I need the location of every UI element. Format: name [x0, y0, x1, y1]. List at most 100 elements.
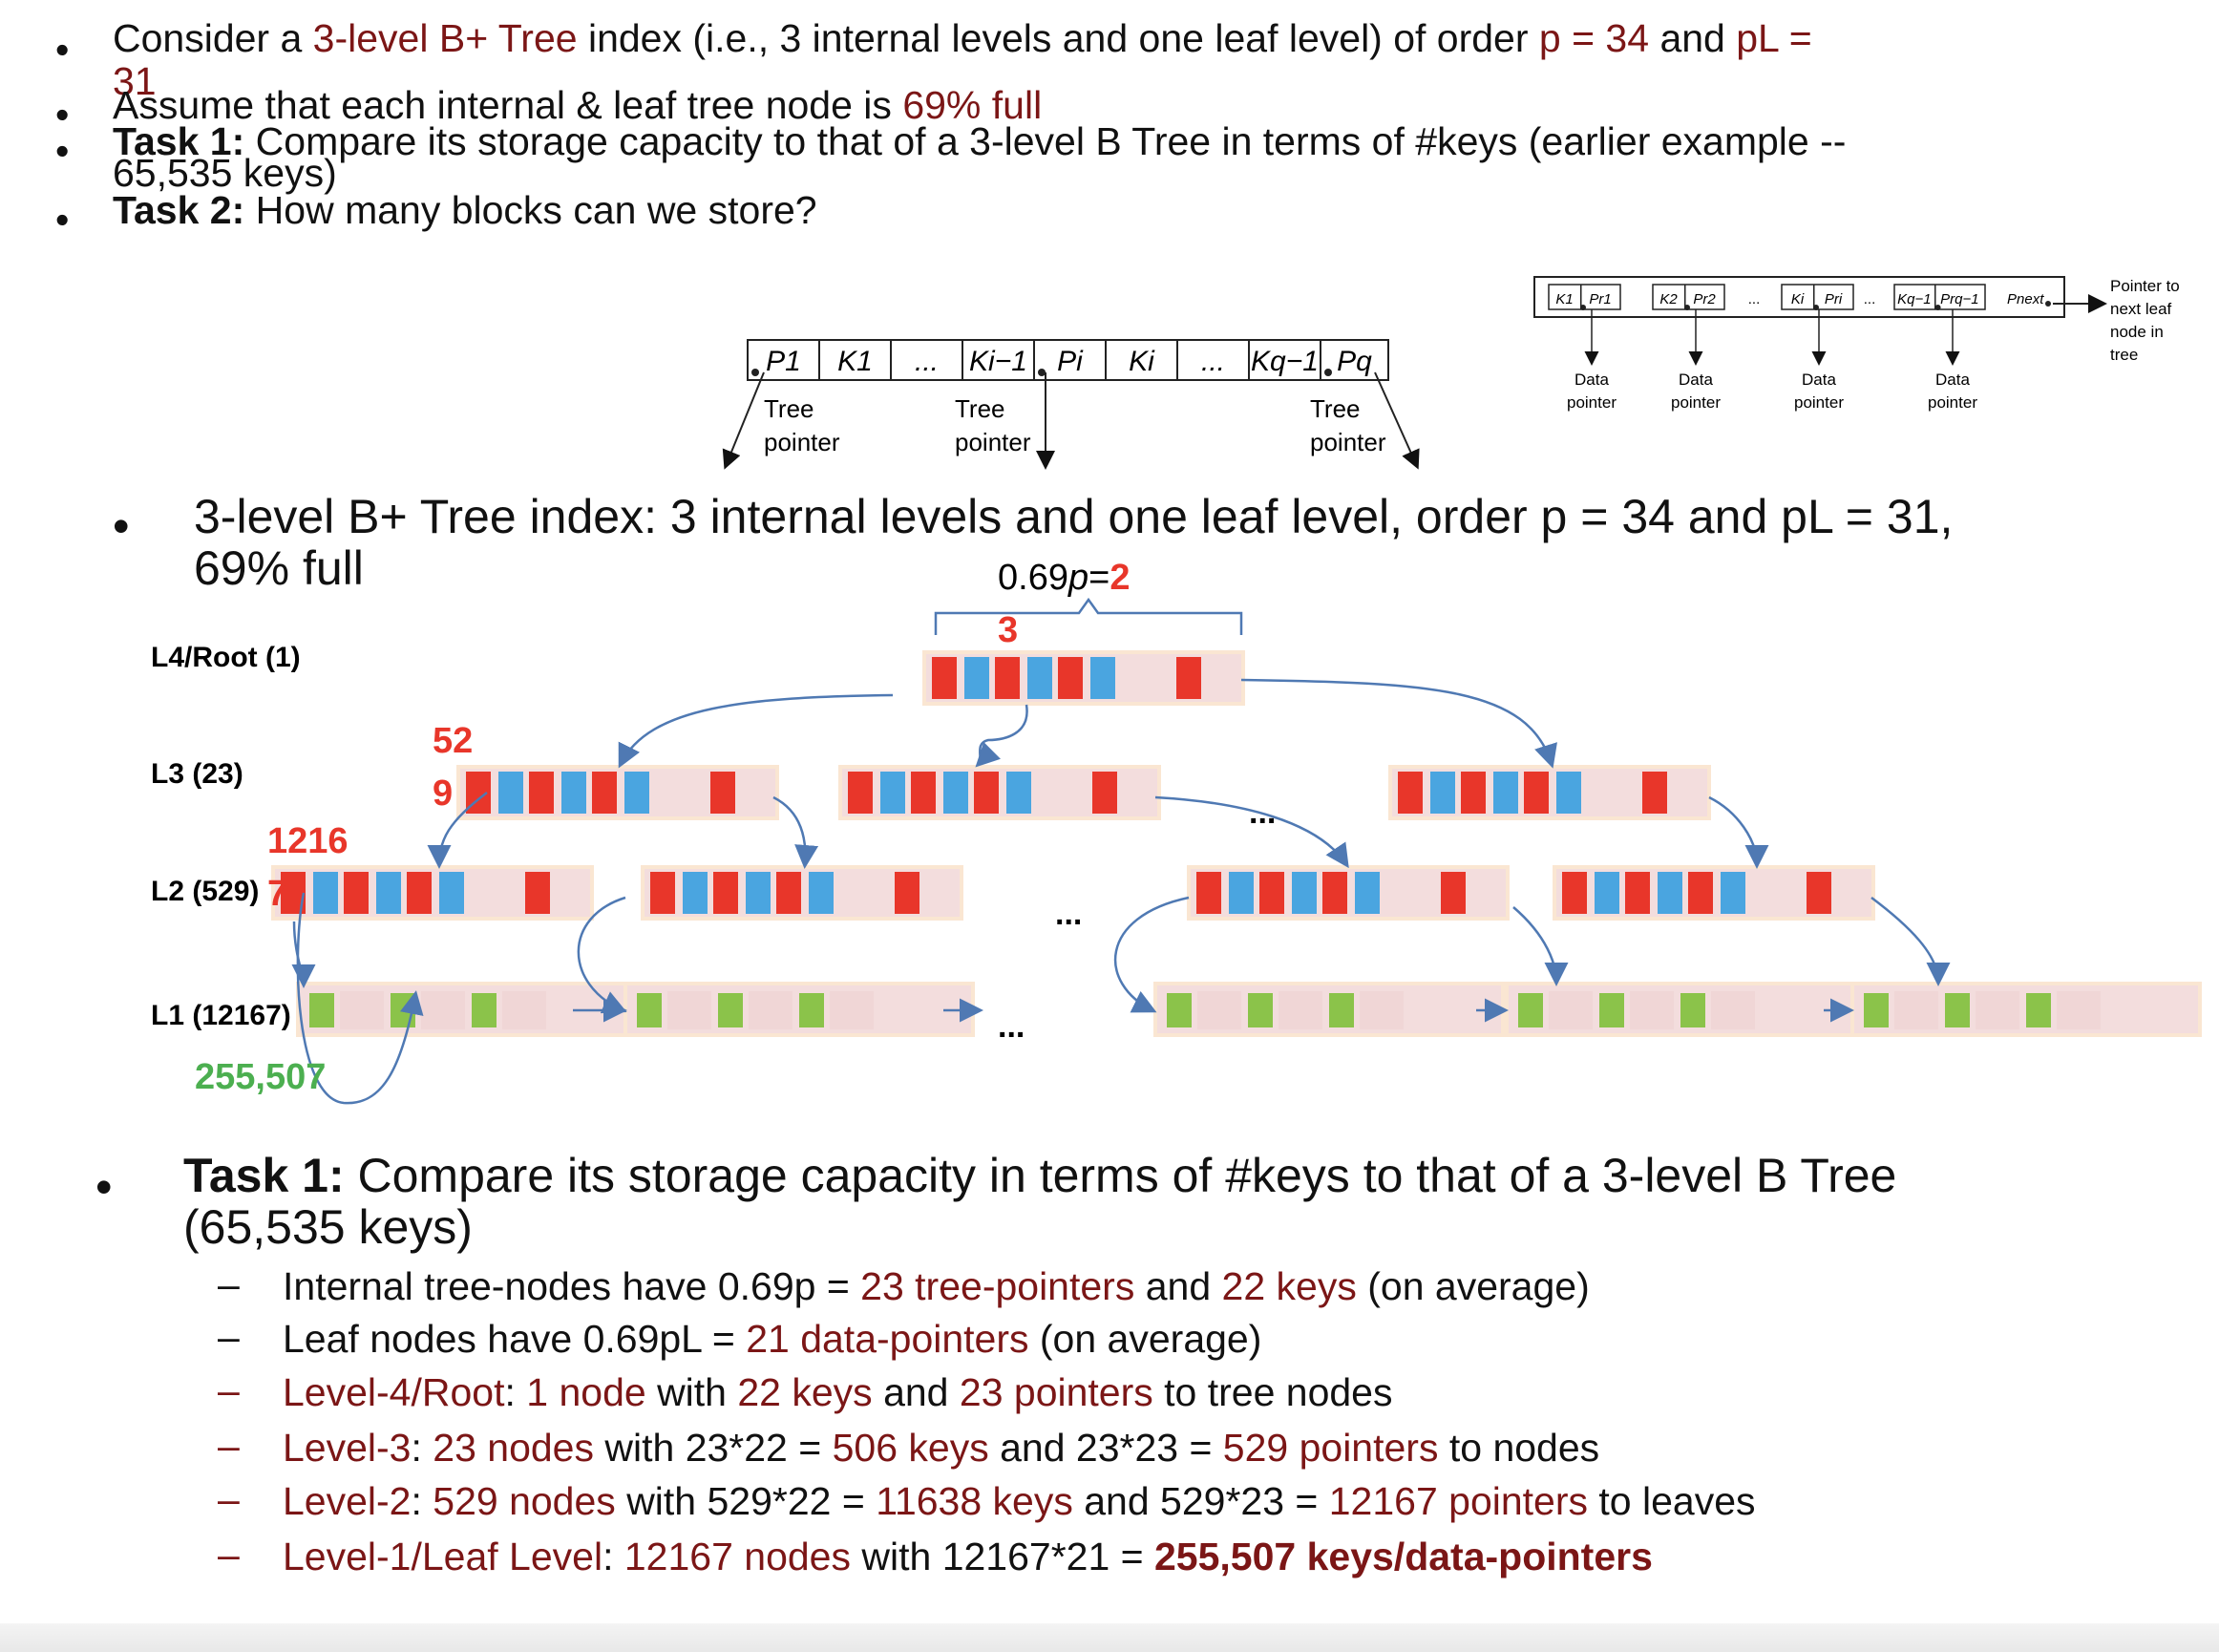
node-cell-4: Pi: [1057, 346, 1084, 377]
count-l2-wrap: 7: [267, 874, 287, 914]
internal-node: [271, 865, 594, 921]
intro-line-4: Task 2: How many blocks can we store?: [113, 189, 817, 232]
leaf-node: [623, 982, 975, 1037]
text-run: 11638 keys: [876, 1479, 1073, 1523]
pointer-label: pointer: [1310, 428, 1386, 456]
key-slot: [344, 872, 369, 914]
node-structure-figures: P1 K1... Ki−1 Pi Ki... Kq−1 Pq Tree pointer Tr…: [722, 276, 2180, 470]
intro-line-3: Task 1: Compare its storage capacity to …: [113, 120, 2213, 195]
pointer-label: pointer: [1794, 393, 1844, 412]
data-label: Data: [1935, 371, 1970, 389]
key-slot: [1398, 772, 1423, 814]
bullet: •: [113, 499, 130, 553]
pointer-slot: [1027, 657, 1052, 699]
key-slot: [1058, 657, 1083, 699]
node-cell-7: Kq−1: [1251, 346, 1319, 377]
task1-title-rest: Compare its storage capacity in terms of…: [344, 1149, 1897, 1202]
task1-heading: Task 1: Compare its storage capacity in …: [183, 1150, 1896, 1253]
key-slot: [1176, 657, 1201, 699]
ellipsis: ...: [1055, 896, 1082, 932]
intro-line-2: Assume that each internal & leaf tree no…: [113, 84, 1042, 127]
key-slot: [1322, 872, 1347, 914]
text-run: 65,535 keys): [113, 151, 337, 195]
key-slot: [995, 657, 1020, 699]
data-pointer-slot: [1329, 993, 1354, 1027]
node-cell-1: K1: [837, 346, 873, 377]
dash: –: [218, 1424, 240, 1468]
key-slot: [848, 772, 873, 814]
text-run: :: [504, 1370, 527, 1414]
key-slot: [1196, 872, 1221, 914]
text-run: 31: [113, 59, 157, 103]
pointer-slot: [809, 872, 834, 914]
pointer-slot: [943, 772, 968, 814]
pointer-slot: [439, 872, 464, 914]
key-slot: [932, 657, 957, 699]
leaf-pnext-cell: Pnext: [2007, 291, 2044, 307]
data-label: Data: [1802, 371, 1836, 389]
text-run: Compare its storage capacity to that of …: [244, 119, 1847, 163]
key-slot: [1461, 772, 1486, 814]
key-slot: [1642, 772, 1667, 814]
data-pointer-slot: [2026, 993, 2051, 1027]
tree-arrow: [975, 704, 1028, 768]
text-run: Level-3: [283, 1426, 412, 1470]
internal-node: [1187, 865, 1510, 921]
text-run: 23 nodes: [433, 1426, 594, 1470]
brace: [934, 597, 1243, 635]
pointer-label: pointer: [764, 428, 840, 456]
tree-arrow: [1113, 896, 1190, 1013]
key-slot: [1441, 872, 1466, 914]
node-cell-0: P1: [766, 346, 801, 377]
intro-line-2a: Assume that each internal & leaf tree no…: [113, 84, 1042, 127]
data-pointer-slot: [718, 993, 743, 1027]
pointer-slot: [880, 772, 905, 814]
text-run: and 529*23 =: [1072, 1479, 1329, 1523]
internal-node: [838, 765, 1161, 820]
heading-2: 3-level B+ Tree index: 3 internal levels…: [194, 491, 1953, 594]
tree-arrow: [1154, 795, 1349, 869]
leaf-node: [1505, 982, 1856, 1037]
key-slot: [713, 872, 738, 914]
leaf-ptr-cell: Pri: [1825, 291, 1843, 307]
ellipsis: ...: [1249, 794, 1276, 831]
text-run: 23 pointers: [959, 1370, 1153, 1414]
task1-item-1: Internal tree-nodes have 0.69p = 23 tree…: [283, 1265, 1590, 1308]
intro-line-3a: Task 1: Compare its storage capacity to …: [113, 120, 2213, 163]
next-leaf-label: next leaf: [2110, 300, 2172, 318]
pointer-slot: [1595, 872, 1619, 914]
text-run: 22 keys: [1221, 1264, 1357, 1308]
leaf-key-cell: Ki: [1791, 291, 1805, 307]
count-l1: 255,507: [195, 1057, 326, 1097]
pointer-slot: [1292, 872, 1317, 914]
data-pointer-slot: [472, 993, 497, 1027]
data-pointer-slot: [1167, 993, 1192, 1027]
text-run: 12167 pointers: [1328, 1479, 1589, 1523]
count-l3-wrap: 9: [433, 773, 453, 814]
leaf-ellipsis: ...: [1864, 291, 1876, 307]
node-cell-6: ...: [1201, 346, 1225, 377]
text-run: 529 nodes: [433, 1479, 616, 1523]
pointer-dot: [1324, 369, 1332, 376]
bullet: •: [55, 28, 70, 72]
data-label: Data: [1679, 371, 1713, 389]
key-slot: [1524, 772, 1549, 814]
dash: –: [218, 1262, 240, 1306]
text-run: 69% full: [902, 83, 1043, 127]
leaf-key-cell: K1: [1555, 291, 1573, 307]
key-slot: [776, 872, 801, 914]
pointer-label: pointer: [1567, 393, 1617, 412]
text-run: and: [1134, 1264, 1222, 1308]
text-run: index (i.e., 3 internal levels and one l…: [577, 16, 1539, 60]
intro-line-1a: Consider a 3-level B+ Tree index (i.e., …: [113, 17, 2166, 60]
data-pointer-slot: [1945, 993, 1970, 1027]
text-run: How many blocks can we store?: [244, 188, 817, 232]
text-run: 506 keys: [832, 1426, 989, 1470]
text-run: :: [411, 1479, 433, 1523]
key-slot: [1562, 872, 1587, 914]
pointer-slot: [1090, 657, 1115, 699]
text-run: to nodes: [1438, 1426, 1600, 1470]
tree-arrow: [1708, 795, 1769, 869]
dash: –: [218, 1315, 240, 1359]
p-fraction-label: 0.69p=2: [998, 558, 1130, 598]
